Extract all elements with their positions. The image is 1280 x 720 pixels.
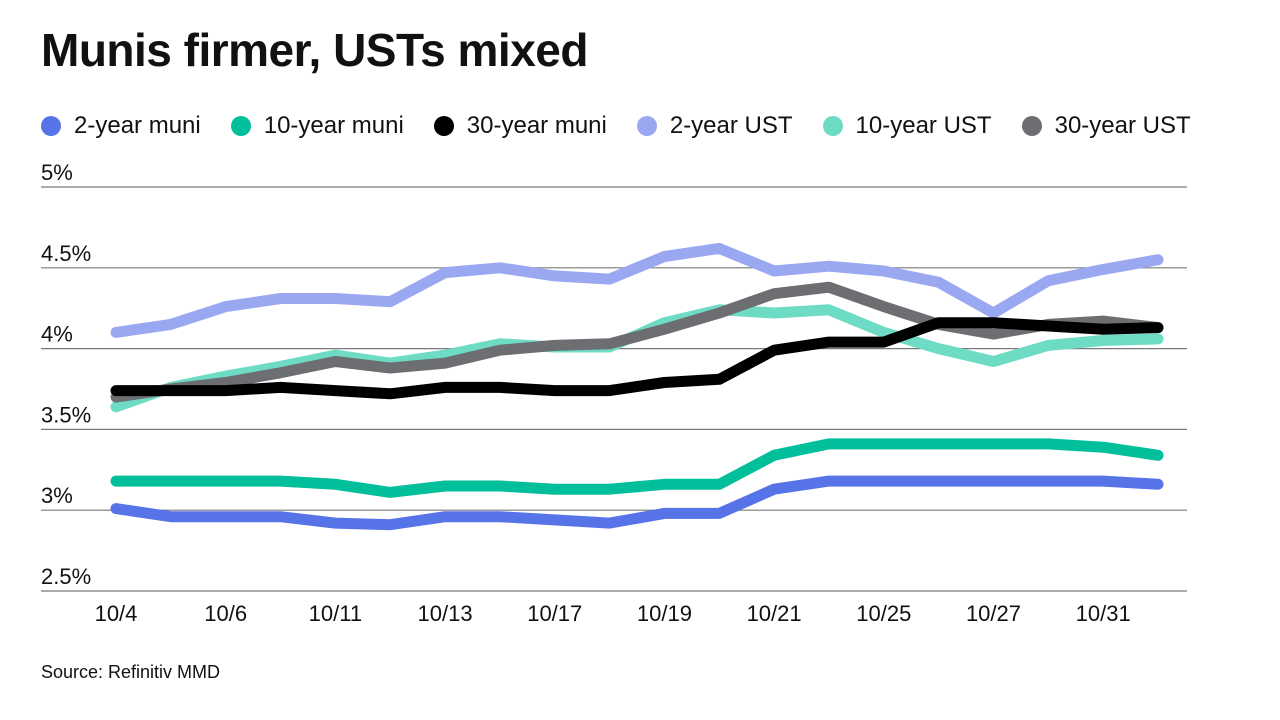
x-tick-label: 10/11 [309,601,362,626]
legend-swatch-2-year-ust [636,116,657,136]
legend-item-10-year-muni: 10-year muni [230,110,404,142]
y-axis-ticks: 2.5% 3% 3.5% 4% 4.5% 5% [41,160,91,589]
legend-swatch-2-year-muni [41,116,61,136]
x-tick-label: 10/17 [527,601,582,626]
grid-lines [41,186,1187,592]
x-tick-label: 10/31 [1076,601,1131,626]
legend-item-2-year-ust: 2-year UST [636,110,793,142]
x-tick-label: 10/25 [856,601,911,626]
legend-item-10-year-ust: 10-year UST [822,110,992,142]
x-tick-label: 10/19 [637,601,692,626]
legend-label-10-year-muni: 10-year muni [263,112,404,139]
legend-label-2-year-ust: 2-year UST [669,112,793,139]
legend-label-30-year-ust: 30-year UST [1054,112,1191,139]
x-axis-ticks: 10/4 10/6 10/11 10/13 10/17 10/19 10/21 10/25 10… [95,601,1131,626]
source-note: Source: Refinitiv MMD [41,662,221,682]
line-chart: 2.5%3%3.5%4%4.5%5% 10/4 10/6 10/11 10/13 10/… [41,160,1187,626]
y-tick-label: 4% [41,322,73,347]
series-lines [110,242,1164,531]
series-line-30-year-ust [110,281,1164,403]
series-line-10-year-muni [110,438,1164,498]
series-line-2-year-ust [110,242,1164,338]
x-tick-label: 10/27 [966,601,1021,626]
legend-swatch-30-year-ust [1021,116,1042,136]
chart-legend: 2-year muni 10-year muni 30-year muni 2-… [41,110,1191,142]
legend-label-10-year-ust: 10-year UST [855,112,992,139]
x-tick-label: 10/13 [418,601,473,626]
y-tick-label: 4.5% [41,241,91,266]
x-tick-label: 10/4 [95,601,138,626]
legend-swatch-30-year-muni [433,116,454,136]
legend-label-30-year-muni: 30-year muni [466,112,607,139]
y-tick-label: 5% [41,160,73,185]
legend-item-30-year-ust: 30-year UST [1021,110,1191,142]
series-line-2-year-muni [110,475,1164,531]
x-tick-label: 10/21 [747,601,802,626]
legend-label-2-year-muni: 2-year muni [74,112,201,139]
y-tick-label: 3.5% [41,402,91,427]
y-tick-label: 3% [41,483,73,508]
legend-item-2-year-muni: 2-year muni [41,110,201,142]
legend-swatch-10-year-ust [822,116,843,136]
series-line-30-year-muni [110,317,1164,400]
legend-item-30-year-muni: 30-year muni [433,110,607,142]
x-tick-label: 10/6 [204,601,247,626]
legend-swatch-10-year-muni [230,116,251,136]
y-tick-label: 2.5% [41,564,91,589]
chart-title: Munis firmer, USTs mixed [41,24,588,76]
